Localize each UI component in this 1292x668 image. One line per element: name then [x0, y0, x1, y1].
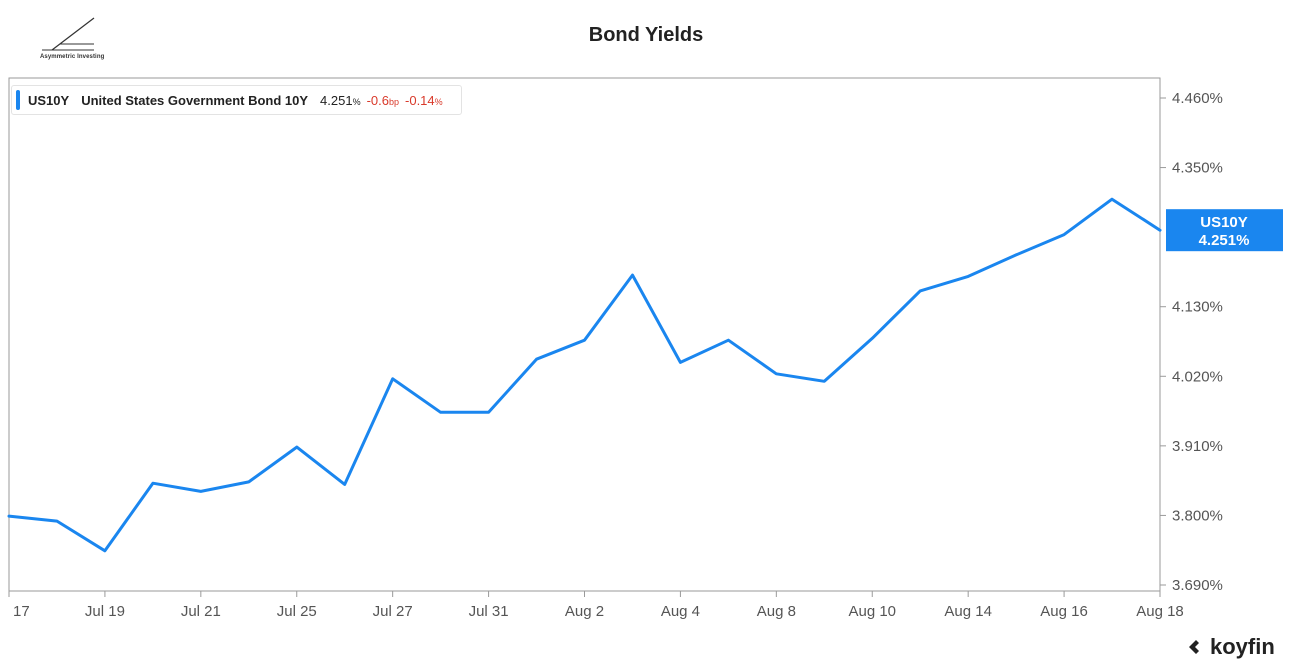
- last-value-tag: [1166, 209, 1283, 252]
- x-tick-label: Aug 16: [1040, 603, 1088, 620]
- page-title: Bond Yields: [588, 24, 704, 46]
- chart-legend: US10Y United States Government Bond 10Y …: [11, 85, 462, 115]
- koyfin-text: koyfin: [1210, 634, 1275, 659]
- x-tick-label: Jul 19: [85, 603, 125, 620]
- y-tick-label: 4.460%: [1172, 90, 1223, 107]
- legend-ticker: US10Y: [28, 92, 70, 108]
- x-tick-label: Aug 4: [661, 603, 700, 620]
- legend-change-bp: -0.6bp: [366, 92, 400, 108]
- x-tick-label: Jul 27: [373, 603, 413, 620]
- legend-color-swatch: [16, 90, 20, 110]
- x-tick-label: Aug 14: [944, 603, 992, 620]
- y-tick-label: 4.350%: [1172, 160, 1223, 177]
- legend-series-name: United States Government Bond 10Y: [81, 92, 309, 108]
- y-tick-label: 4.020%: [1172, 368, 1223, 385]
- y-tick-label: 4.130%: [1172, 299, 1223, 316]
- x-tick-label: Aug 10: [848, 603, 896, 620]
- x-tick-label: Aug 18: [1136, 603, 1184, 620]
- series-line-us10y: [7, 197, 1162, 553]
- x-tick-label: Jul 25: [277, 603, 317, 620]
- last-value-ticker: US10Y: [1200, 214, 1248, 231]
- legend-value: 4.251%: [320, 92, 361, 108]
- x-tick-label: 17: [13, 603, 30, 620]
- last-value-label: 4.251%: [1199, 232, 1250, 249]
- y-tick-label: 3.690%: [1172, 577, 1223, 594]
- plot-frame: [8, 77, 1161, 592]
- koyfin-brand: koyfin: [1186, 634, 1275, 660]
- koyfin-logo-icon: [1189, 640, 1199, 654]
- x-tick-label: Aug 8: [757, 603, 796, 620]
- x-tick-label: Jul 21: [181, 603, 221, 620]
- logo-text: Asymmetric Investing: [40, 54, 105, 60]
- logo-icon: [42, 17, 95, 51]
- y-tick-label: 3.910%: [1172, 438, 1223, 455]
- legend-change-pct: -0.14%: [405, 92, 443, 108]
- x-tick-label: Aug 2: [565, 603, 604, 620]
- x-tick-label: Jul 31: [469, 603, 509, 620]
- y-tick-label: 3.800%: [1172, 507, 1223, 524]
